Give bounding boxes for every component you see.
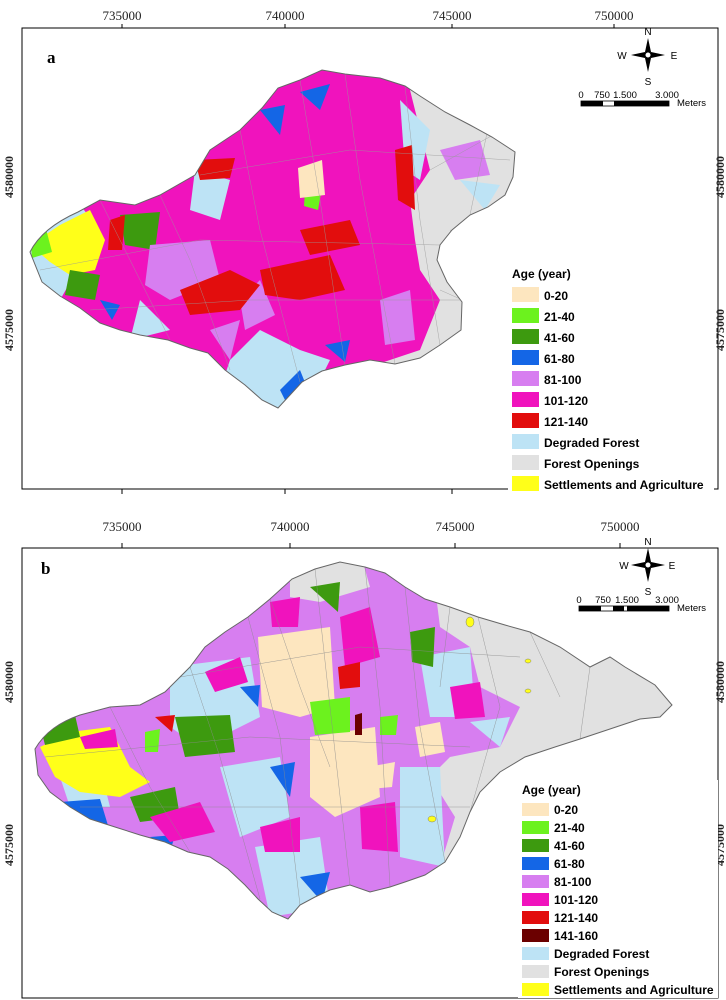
legend-label: 61-80 — [544, 352, 575, 366]
north-arrow-icon: N S W E — [619, 537, 675, 598]
x-tick-label: 745000 — [436, 519, 475, 534]
map-b-x-ticks: 735000 740000 745000 750000 — [103, 519, 640, 548]
map-a-y-ticks: 4580000 4575000 4580000 4575000 — [2, 156, 726, 351]
legend-label: 81-100 — [554, 875, 592, 889]
legend-label: Degraded Forest — [554, 947, 649, 961]
panel-a-label: a — [47, 48, 56, 67]
north-arrow-icon: N S W E — [617, 27, 677, 88]
map-panel-a: 735000 740000 745000 750000 4580000 4575… — [2, 8, 726, 494]
legend-swatch — [522, 965, 549, 978]
svg-text:1.500: 1.500 — [613, 90, 637, 101]
legend-label: Settlements and Agriculture — [554, 983, 714, 997]
legend-label: 101-120 — [554, 893, 598, 907]
legend-label: 41-60 — [554, 839, 585, 853]
svg-text:1.500: 1.500 — [615, 595, 639, 606]
map-a-x-ticks: 735000 740000 745000 750000 — [103, 8, 634, 494]
legend-label: 101-120 — [544, 394, 588, 408]
svg-text:0: 0 — [578, 90, 583, 101]
legend-swatch — [512, 434, 539, 449]
x-tick-label: 735000 — [103, 8, 142, 23]
legend-swatch — [522, 875, 549, 888]
legend-swatch — [512, 287, 539, 302]
y-tick-label: 4575000 — [713, 309, 726, 351]
y-tick-label: 4580000 — [713, 661, 726, 703]
x-tick-label: 740000 — [271, 519, 310, 534]
legend-label: 0-20 — [554, 803, 578, 817]
legend-swatch — [512, 371, 539, 386]
scale-bar: 0 750 1.500 3.000 Meters — [578, 90, 706, 109]
legend-swatch — [522, 893, 549, 906]
map-a-svg: 735000 740000 745000 750000 4580000 4575… — [2, 8, 726, 494]
legend-label: 21-40 — [544, 310, 575, 324]
legend-label: Settlements and Agriculture — [544, 478, 704, 492]
legend-swatch — [512, 350, 539, 365]
legend-swatch — [522, 839, 549, 852]
y-tick-label: 4580000 — [2, 661, 16, 703]
svg-text:W: W — [619, 561, 629, 572]
legend-swatch — [522, 857, 549, 870]
svg-text:S: S — [645, 587, 652, 598]
map-b-svg: 735000 740000 745000 750000 4580000 4575… — [2, 519, 726, 999]
svg-text:E: E — [669, 561, 676, 572]
svg-text:N: N — [644, 27, 651, 38]
svg-text:S: S — [645, 77, 652, 88]
legend-b: Age (year) 0-20 21-40 41-60 61-80 81-100 101-… — [518, 780, 718, 998]
legend-label: Forest Openings — [554, 965, 650, 979]
y-tick-label: 4580000 — [2, 156, 16, 198]
legend-swatch — [512, 308, 539, 323]
y-tick-label: 4575000 — [2, 309, 16, 351]
legend-label: 61-80 — [554, 857, 585, 871]
legend-swatch — [512, 476, 539, 491]
map-panel-b: 735000 740000 745000 750000 4580000 4575… — [0, 507, 726, 1000]
legend-swatch — [522, 947, 549, 960]
x-tick-label: 745000 — [433, 8, 472, 23]
svg-text:N: N — [644, 537, 651, 548]
svg-text:Meters: Meters — [677, 603, 706, 614]
legend-label: 21-40 — [554, 821, 585, 835]
legend-label: 0-20 — [544, 289, 568, 303]
legend-label: 121-140 — [544, 415, 588, 429]
svg-text:Meters: Meters — [677, 98, 706, 109]
legend-swatch — [512, 455, 539, 470]
x-tick-label: 750000 — [601, 519, 640, 534]
scale-bar: 0 750 1.500 3.000 Meters — [576, 595, 706, 614]
legend-label: 141-160 — [554, 929, 598, 943]
legend-swatch — [522, 803, 549, 816]
legend-label: Forest Openings — [544, 457, 640, 471]
legend-a: Age (year) 0-20 21-40 41-60 61-80 81-100 101-… — [508, 264, 714, 494]
y-tick-label: 4580000 — [713, 156, 726, 198]
map-b-y-ticks: 4580000 4575000 4580000 4575000 — [2, 661, 726, 866]
legend-label: 81-100 — [544, 373, 582, 387]
svg-text:3.000: 3.000 — [655, 90, 679, 101]
legend-swatch — [522, 911, 549, 924]
x-tick-label: 750000 — [595, 8, 634, 23]
legend-swatch — [522, 929, 549, 942]
legend-swatch — [522, 983, 549, 996]
y-tick-label: 4575000 — [2, 824, 16, 866]
svg-text:W: W — [617, 51, 627, 62]
legend-label: Degraded Forest — [544, 436, 639, 450]
legend-title: Age (year) — [522, 783, 581, 797]
svg-text:750: 750 — [595, 595, 611, 606]
legend-swatch — [512, 413, 539, 428]
x-tick-label: 740000 — [266, 8, 305, 23]
legend-swatch — [512, 392, 539, 407]
x-tick-label: 735000 — [103, 519, 142, 534]
legend-swatch — [512, 329, 539, 344]
svg-text:3.000: 3.000 — [655, 595, 679, 606]
legend-title: Age (year) — [512, 267, 571, 281]
svg-text:750: 750 — [594, 90, 610, 101]
legend-label: 121-140 — [554, 911, 598, 925]
legend-swatch — [522, 821, 549, 834]
svg-text:E: E — [671, 51, 678, 62]
panel-b-label: b — [41, 559, 50, 578]
legend-label: 41-60 — [544, 331, 575, 345]
svg-text:0: 0 — [576, 595, 581, 606]
